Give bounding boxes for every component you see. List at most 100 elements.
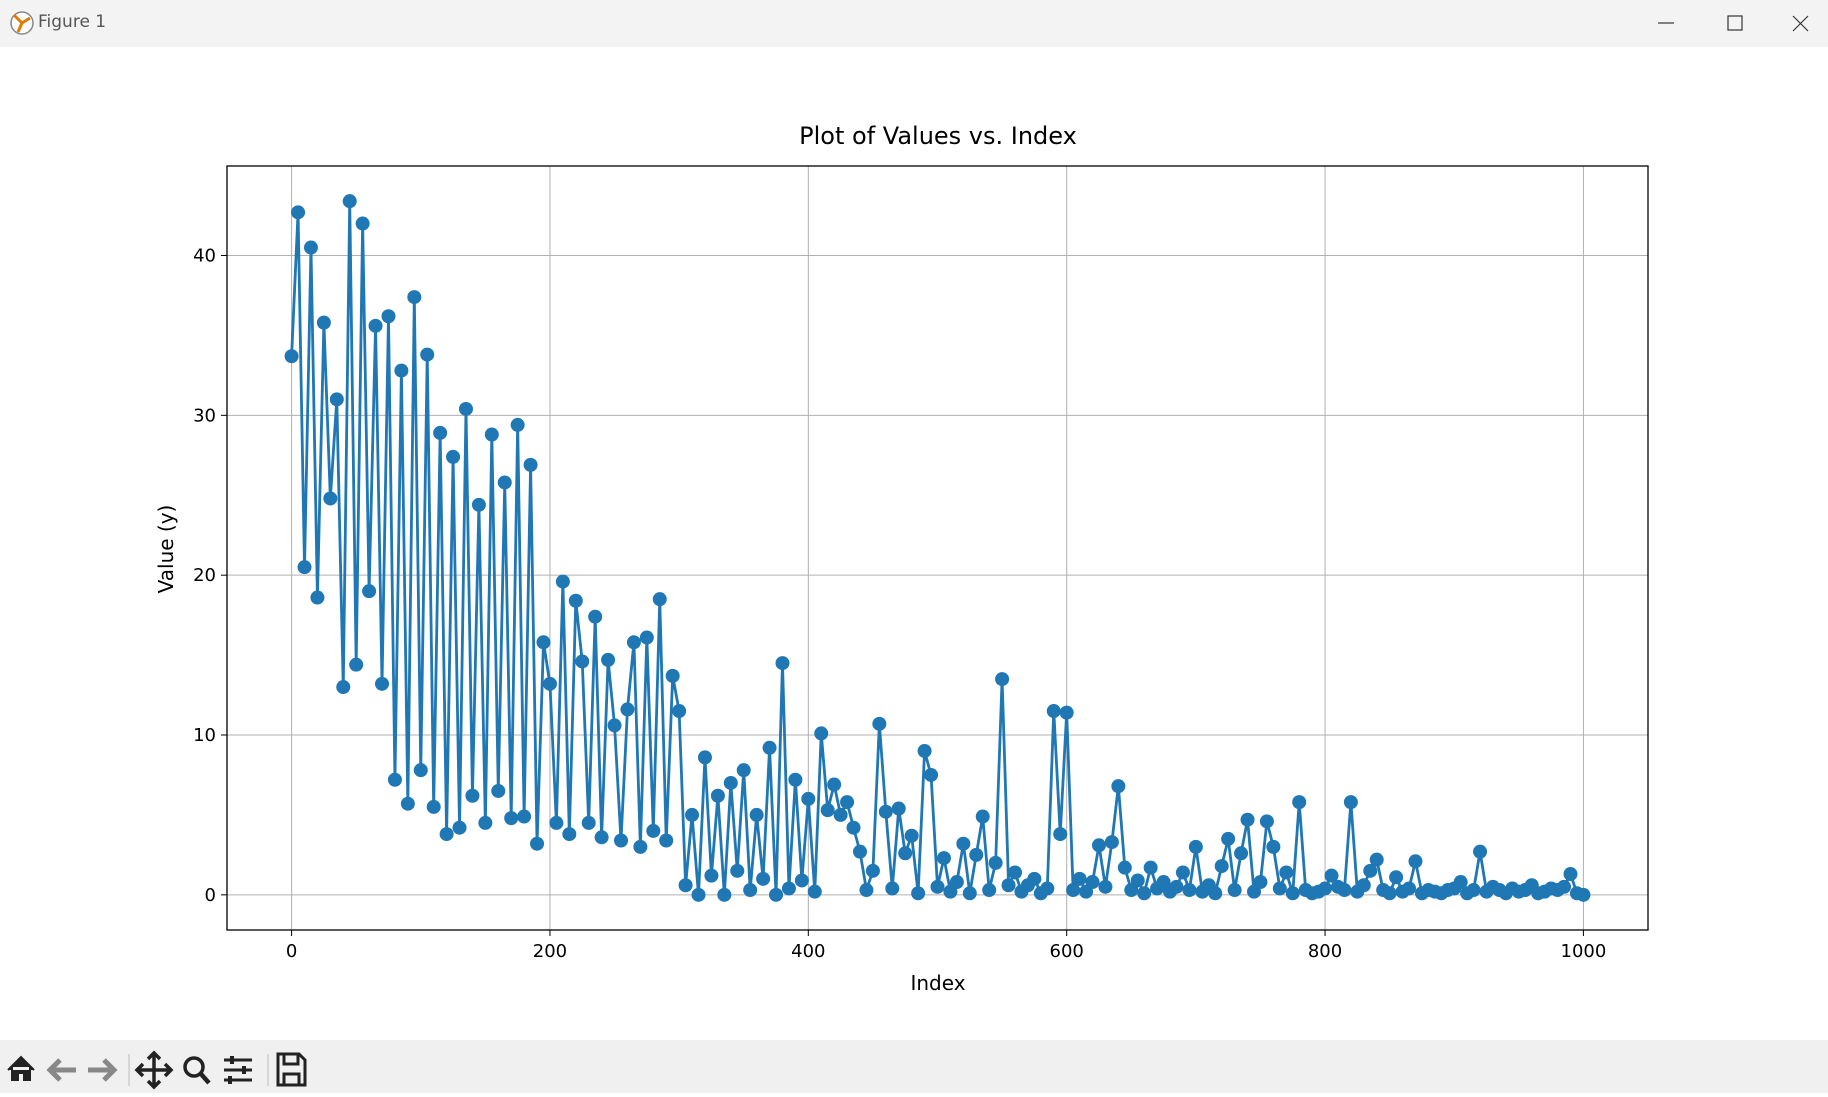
toolbar: [0, 1040, 1828, 1093]
data-point: [827, 777, 842, 792]
data-point: [859, 883, 874, 898]
title-bar: Figure 1: [0, 0, 1828, 47]
data-point: [387, 772, 402, 787]
data-point: [949, 875, 964, 890]
home-button[interactable]: [7, 1055, 35, 1081]
data-point: [1169, 879, 1184, 894]
data-point: [1072, 871, 1087, 886]
data-point: [484, 427, 499, 442]
data-point: [1473, 844, 1488, 859]
data-point: [491, 783, 506, 798]
data-point: [1066, 883, 1081, 898]
data-point: [769, 887, 784, 902]
data-point: [452, 820, 467, 835]
data-point: [736, 763, 751, 778]
data-point: [833, 807, 848, 822]
data-point: [1389, 870, 1404, 885]
x-tick-label: 600: [1050, 941, 1084, 962]
data-point: [523, 457, 538, 472]
data-point: [1279, 865, 1294, 880]
data-point: [323, 491, 338, 506]
data-point: [930, 879, 945, 894]
data-point: [588, 609, 603, 624]
data-point: [1143, 860, 1158, 875]
x-tick-label: 1000: [1561, 941, 1607, 962]
data-point: [433, 425, 448, 440]
plot-frame: [226, 165, 1649, 931]
data-point: [1085, 875, 1100, 890]
data-point: [355, 216, 370, 231]
data-point: [1182, 883, 1197, 898]
data-point: [284, 349, 299, 364]
y-axis-label: Value (y): [154, 505, 178, 594]
data-point: [362, 584, 377, 599]
data-point: [1137, 886, 1152, 901]
data-point: [594, 830, 609, 845]
data-point: [413, 763, 428, 778]
data-point: [865, 863, 880, 878]
data-point: [1188, 839, 1203, 854]
close[interactable]: [1792, 15, 1809, 32]
data-point: [536, 635, 551, 650]
data-point: [665, 668, 680, 683]
data-point: [1363, 863, 1378, 878]
data-point: [1369, 852, 1384, 867]
data-point: [975, 809, 990, 824]
data-point: [633, 839, 648, 854]
data-point: [368, 318, 383, 333]
data-point: [342, 194, 357, 209]
data-point: [872, 716, 887, 731]
data-point: [601, 652, 616, 667]
maximize[interactable]: [1727, 15, 1743, 31]
forward-button[interactable]: [88, 1058, 118, 1082]
data-point: [568, 593, 583, 608]
data-point: [394, 363, 409, 378]
data-point: [743, 883, 758, 898]
data-point: [426, 799, 441, 814]
data-point: [988, 855, 1003, 870]
data-point: [820, 803, 835, 818]
data-point: [1008, 865, 1023, 880]
data-point: [626, 635, 641, 650]
data-point: [885, 881, 900, 896]
data-point: [1175, 865, 1190, 880]
y-tick-label: 10: [193, 725, 216, 746]
data-point: [517, 809, 532, 824]
data-point: [310, 590, 325, 605]
x-axis-label: Index: [910, 971, 965, 995]
zoom-button[interactable]: [183, 1056, 205, 1078]
data-point: [1117, 860, 1132, 875]
data-point: [646, 823, 661, 838]
data-point: [291, 205, 306, 220]
toolbar-icons: [7, 1050, 307, 1090]
data-point: [562, 827, 577, 842]
data-point: [1343, 795, 1358, 810]
data-point: [1053, 827, 1068, 842]
data-point: [969, 847, 984, 862]
data-point: [1227, 883, 1242, 898]
data-point: [510, 417, 525, 432]
data-point: [924, 767, 939, 782]
pan-button[interactable]: [134, 1050, 174, 1090]
data-point: [1272, 881, 1287, 896]
data-point: [1453, 875, 1468, 890]
y-tick-label: 30: [193, 405, 216, 426]
data-point: [542, 676, 557, 691]
back-button[interactable]: [46, 1058, 76, 1082]
save-button[interactable]: [276, 1052, 307, 1087]
data-point: [1382, 886, 1397, 901]
data-point: [1557, 879, 1572, 894]
data-point: [1253, 875, 1268, 890]
data-point: [749, 807, 764, 822]
configure-sliders: [228, 1056, 246, 1084]
data-point: [956, 836, 971, 851]
y-tick-label: 0: [205, 885, 216, 906]
data-point: [1266, 839, 1281, 854]
data-point: [375, 676, 390, 691]
data-point: [762, 740, 777, 755]
data-point: [936, 851, 951, 866]
data-point: [1059, 705, 1074, 720]
zoom-handle: [199, 1072, 211, 1085]
data-point: [717, 887, 732, 902]
